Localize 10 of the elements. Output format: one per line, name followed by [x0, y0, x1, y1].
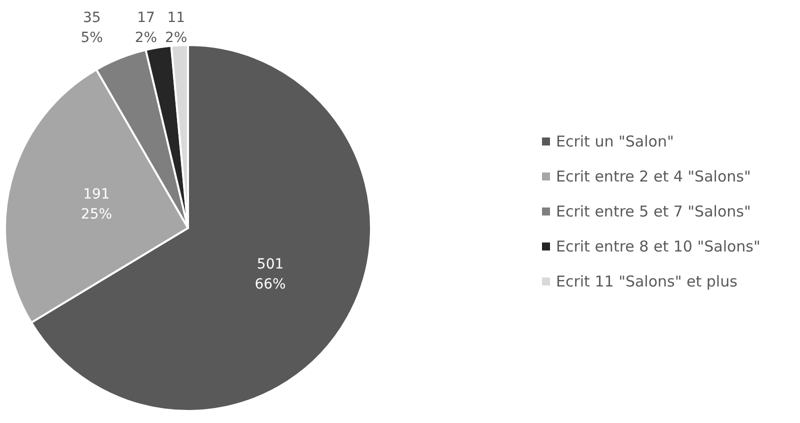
data-label: 17 2%	[134, 10, 158, 46]
legend-label: Ecrit entre 8 et 10 "Salons"	[556, 238, 760, 256]
data-label: 35 5%	[80, 10, 103, 46]
data-label: 11 2%	[164, 10, 188, 46]
legend-label: Ecrit entre 5 et 7 "Salons"	[556, 202, 751, 220]
data-label: 191 25%	[80, 186, 112, 222]
data-label: 501 66%	[254, 256, 286, 292]
legend-label: Ecrit 11 "Salons" et plus	[556, 272, 738, 290]
legend-label: Ecrit un "Salon"	[556, 132, 674, 150]
legend-label: Ecrit entre 2 et 4 "Salons"	[556, 168, 751, 186]
